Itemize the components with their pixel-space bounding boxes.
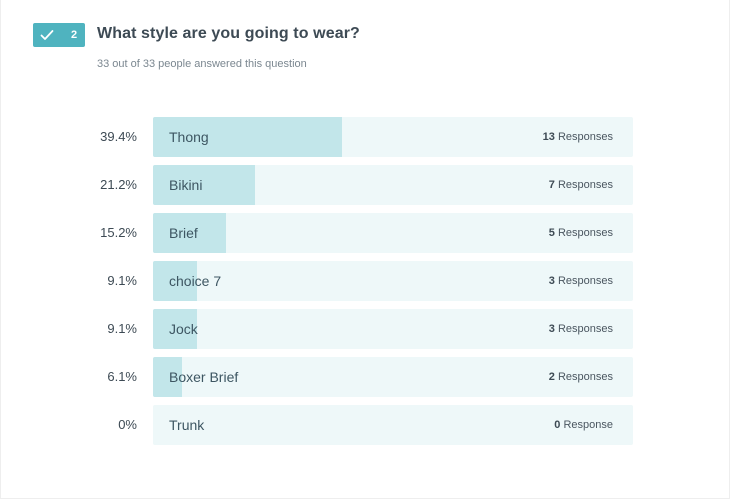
result-bar: Jock 3 Responses [153,309,633,349]
result-bar-fill [153,213,226,253]
answered-count: 33 out of 33 people answered this questi… [97,58,307,70]
check-icon [35,23,59,47]
result-label: choice 7 [169,273,222,289]
result-row: 0% Trunk 0 Response [0,405,730,445]
result-label: Boxer Brief [169,369,239,385]
result-row: 21.2% Bikini 7 Responses [0,165,730,205]
result-count: 3 Responses [548,323,613,335]
result-count: 0 Response [554,419,613,431]
result-row: 9.1% Jock 3 Responses [0,309,730,349]
result-row: 6.1% Boxer Brief 2 Responses [0,357,730,397]
result-count: 13 Responses [542,131,613,143]
result-bar-fill [153,117,342,157]
result-count: 3 Responses [548,275,613,287]
result-percentage: 9.1% [107,321,137,336]
result-bar: Trunk 0 Response [153,405,633,445]
result-row: 9.1% choice 7 3 Responses [0,261,730,301]
result-bar: Bikini 7 Responses [153,165,633,205]
question-number: 2 [71,29,78,41]
question-badge: 2 [33,23,85,47]
result-percentage: 9.1% [107,273,137,288]
result-label: Jock [169,321,198,337]
result-bar-fill [153,165,255,205]
result-row: 15.2% Brief 5 Responses [0,213,730,253]
result-bar-fill [153,309,197,349]
result-label: Bikini [169,177,203,193]
result-label: Trunk [169,417,205,433]
question-title: What style are you going to wear? [97,25,360,42]
result-percentage: 6.1% [107,369,137,384]
result-count: 5 Responses [548,227,613,239]
result-percentage: 39.4% [100,129,137,144]
result-percentage: 0% [118,417,137,432]
result-bar: choice 7 3 Responses [153,261,633,301]
result-label: Thong [169,129,209,145]
result-percentage: 21.2% [100,177,137,192]
result-bar: Brief 5 Responses [153,213,633,253]
result-count: 2 Responses [548,371,613,383]
result-bar-fill [153,261,197,301]
result-label: Brief [169,225,198,241]
result-bar: Thong 13 Responses [153,117,633,157]
result-row: 39.4% Thong 13 Responses [0,117,730,157]
result-percentage: 15.2% [100,225,137,240]
result-bar: Boxer Brief 2 Responses [153,357,633,397]
result-bar-fill [153,357,182,397]
result-count: 7 Responses [548,179,613,191]
